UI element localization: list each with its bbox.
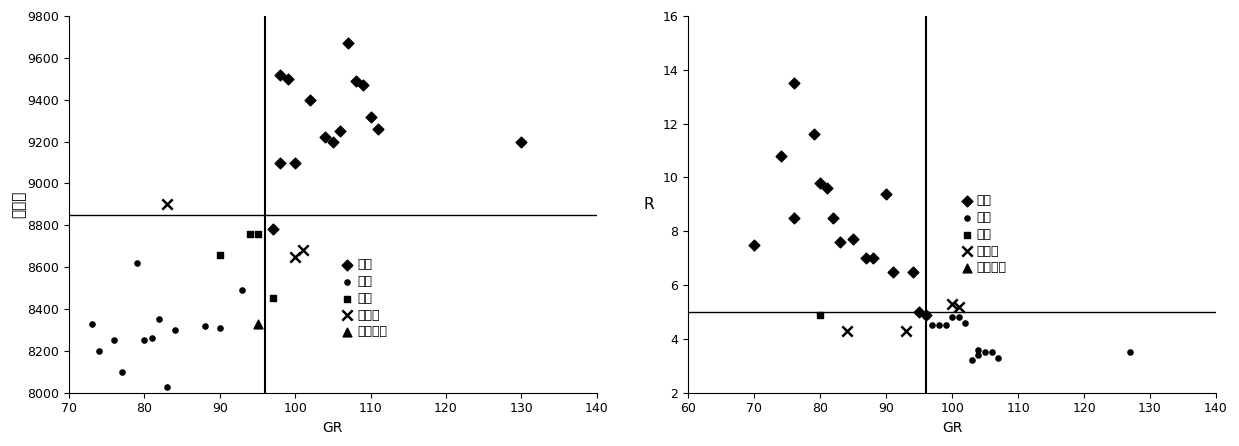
气层 bbox=[830, 239, 850, 246]
气层 bbox=[323, 138, 343, 145]
泥岩 bbox=[142, 334, 162, 342]
泥岩 bbox=[969, 346, 989, 353]
泥岩 bbox=[955, 319, 975, 326]
气层 bbox=[856, 255, 876, 262]
差气层 bbox=[285, 253, 305, 260]
差气层 bbox=[942, 300, 961, 307]
差气层 bbox=[157, 201, 177, 208]
气层 bbox=[810, 179, 830, 186]
Y-axis label: R: R bbox=[643, 197, 654, 212]
干层 bbox=[240, 230, 260, 237]
气水同层 bbox=[248, 320, 268, 327]
Y-axis label: 波阻抗: 波阻抗 bbox=[11, 191, 26, 218]
气层 bbox=[883, 268, 903, 275]
气层 bbox=[864, 255, 883, 262]
泥岩 bbox=[165, 326, 185, 334]
干层 bbox=[209, 251, 229, 258]
X-axis label: GR: GR bbox=[322, 421, 343, 435]
气层 bbox=[300, 96, 320, 103]
干层 bbox=[263, 295, 282, 302]
泥岩 bbox=[82, 320, 102, 327]
泥岩 bbox=[126, 260, 146, 267]
气层 bbox=[346, 78, 366, 85]
气层 bbox=[361, 113, 380, 120]
泥岩 bbox=[112, 368, 131, 375]
Legend: 气层, 泥岩, 干层, 差气层, 气水同层: 气层, 泥岩, 干层, 差气层, 气水同层 bbox=[339, 256, 390, 341]
气层 bbox=[270, 159, 290, 166]
泥岩 bbox=[104, 337, 124, 344]
气层 bbox=[745, 241, 764, 248]
气层 bbox=[824, 214, 844, 221]
泥岩 bbox=[209, 324, 229, 331]
干层 bbox=[248, 230, 268, 237]
气层 bbox=[903, 268, 923, 275]
泥岩 bbox=[942, 314, 961, 321]
泥岩 bbox=[195, 322, 214, 329]
干层 bbox=[916, 311, 935, 318]
气层 bbox=[909, 308, 929, 315]
气层 bbox=[263, 226, 282, 233]
泥岩 bbox=[157, 384, 177, 391]
差气层 bbox=[896, 327, 916, 334]
泥岩 bbox=[969, 351, 989, 359]
气层 bbox=[784, 214, 804, 221]
气层 bbox=[512, 138, 532, 145]
泥岩 bbox=[1120, 349, 1140, 356]
干层 bbox=[810, 311, 830, 318]
X-axis label: GR: GR bbox=[942, 421, 963, 435]
泥岩 bbox=[975, 349, 995, 356]
气层 bbox=[270, 71, 290, 78]
泥岩 bbox=[989, 354, 1009, 361]
气层 bbox=[844, 236, 864, 243]
泥岩 bbox=[935, 322, 955, 329]
差气层 bbox=[949, 303, 969, 310]
差气层 bbox=[836, 327, 856, 334]
差气层 bbox=[292, 247, 312, 254]
气层 bbox=[771, 153, 790, 160]
气层 bbox=[784, 80, 804, 87]
气层 bbox=[804, 131, 824, 138]
Legend: 气层, 泥岩, 干层, 差气层, 气水同层: 气层, 泥岩, 干层, 差气层, 气水同层 bbox=[959, 192, 1010, 277]
泥岩 bbox=[981, 349, 1001, 356]
气层 bbox=[285, 159, 305, 166]
气层 bbox=[368, 125, 388, 132]
泥岩 bbox=[922, 322, 942, 329]
泥岩 bbox=[135, 337, 155, 344]
气层 bbox=[331, 128, 351, 135]
气层 bbox=[338, 40, 358, 47]
气层 bbox=[876, 190, 896, 197]
气层 bbox=[916, 311, 935, 318]
泥岩 bbox=[949, 314, 969, 321]
气层 bbox=[278, 75, 297, 83]
气层 bbox=[353, 82, 373, 89]
泥岩 bbox=[929, 322, 949, 329]
气层 bbox=[316, 134, 336, 141]
泥岩 bbox=[150, 316, 170, 323]
气层 bbox=[817, 185, 836, 192]
泥岩 bbox=[961, 357, 981, 364]
泥岩 bbox=[233, 286, 253, 293]
泥岩 bbox=[89, 347, 109, 354]
